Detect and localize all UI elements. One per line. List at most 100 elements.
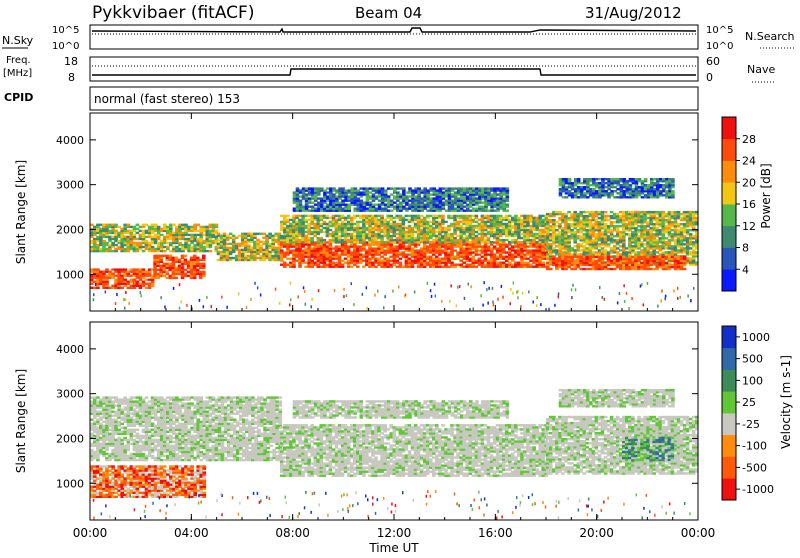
power-cell (426, 221, 430, 223)
power-cell (570, 223, 574, 225)
power-cell (389, 237, 393, 239)
power-cell (130, 271, 134, 273)
power-cell (640, 262, 644, 264)
power-cell (169, 255, 173, 257)
power-cell (457, 197, 461, 199)
power-cell (389, 264, 393, 266)
power-cell (472, 219, 476, 221)
power-cell (465, 215, 469, 217)
power-cell (202, 255, 206, 257)
power-cell (601, 247, 605, 249)
power-cell (451, 193, 455, 195)
power-cell (145, 283, 149, 285)
power-cell (151, 283, 155, 285)
power-cell (172, 224, 176, 226)
power-cell (511, 231, 515, 233)
power-cell (329, 217, 333, 219)
power-cell (616, 247, 620, 249)
power-cell (90, 224, 94, 226)
power-cell (517, 241, 521, 243)
beam-title: Beam 04 (355, 4, 422, 22)
power-cell (601, 256, 605, 258)
power-cell (114, 248, 118, 250)
power-cell (229, 243, 233, 245)
power-cell (601, 231, 605, 233)
power-cell (411, 189, 415, 191)
power-cell (640, 266, 644, 268)
power-cell (552, 219, 556, 221)
power-cell (549, 221, 553, 223)
power-cell (549, 243, 553, 245)
power-cell (289, 223, 293, 225)
power-cell (456, 239, 460, 241)
power-cell (472, 225, 476, 227)
power-cell (304, 231, 308, 233)
power-cell (631, 266, 635, 268)
power-cell (153, 255, 157, 257)
power-cell (145, 236, 149, 238)
power-cell (426, 256, 430, 258)
power-cell (604, 211, 608, 213)
power-cell (570, 256, 574, 258)
power-cell (405, 191, 409, 193)
power-cell (289, 258, 293, 260)
power-cell (502, 223, 506, 225)
power-cell (215, 226, 219, 228)
power-cell (314, 187, 318, 189)
power-cell (99, 228, 103, 230)
power-cell (405, 215, 409, 217)
power-cell (616, 221, 620, 223)
power-cell (139, 268, 143, 270)
power-cell (320, 256, 324, 258)
power-cell (450, 243, 454, 245)
power-cell (655, 227, 659, 229)
power-cell (206, 226, 210, 228)
power-cell (472, 215, 476, 217)
power-cell (450, 256, 454, 258)
power-cell (420, 215, 424, 217)
power-cell (579, 256, 583, 258)
power-cell (380, 256, 384, 258)
power-cell (532, 243, 536, 245)
power-cell (344, 262, 348, 264)
power-cell (655, 211, 659, 213)
power-cell (532, 249, 536, 251)
power-cell (671, 245, 675, 247)
power-cell (123, 283, 127, 285)
power-cell (396, 200, 400, 202)
nsearch-tick-top: 10^5 (706, 25, 733, 36)
power-cell (139, 226, 143, 228)
power-cell (662, 221, 666, 223)
power-cell (405, 256, 409, 258)
power-cell (586, 247, 590, 249)
power-cell (472, 256, 476, 258)
power-cell (175, 277, 179, 279)
power-cell (154, 238, 158, 240)
power-cell (640, 221, 644, 223)
power-cell (405, 219, 409, 221)
power-cell (465, 256, 469, 258)
power-cell (175, 226, 179, 228)
power-cell (381, 208, 385, 210)
power-cell (570, 253, 574, 255)
power-cell (359, 237, 363, 239)
power-cell (465, 223, 469, 225)
power-cell (502, 217, 506, 219)
nsky-tick-top: 10^5 (52, 25, 79, 36)
power-cell (265, 239, 269, 241)
power-cell (555, 221, 559, 223)
power-cell (396, 223, 400, 225)
power-cell (526, 262, 530, 264)
power-cell (356, 266, 360, 268)
power-cell (451, 200, 455, 202)
power-cell (108, 271, 112, 273)
power-cell (396, 191, 400, 193)
power-cell (517, 237, 521, 239)
power-cell (586, 256, 590, 258)
power-cell (209, 250, 213, 252)
power-cell (441, 243, 445, 245)
power-cell (631, 262, 635, 264)
power-cell (579, 235, 583, 237)
power-cell (631, 256, 635, 258)
power-cell (359, 253, 363, 255)
